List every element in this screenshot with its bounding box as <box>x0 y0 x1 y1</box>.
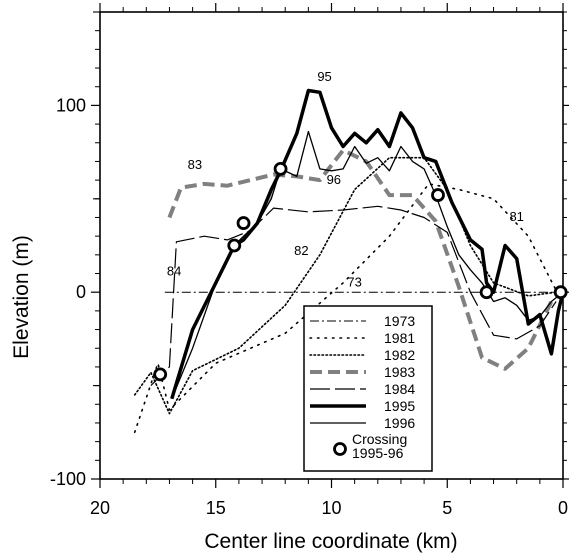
legend-label-1984: 1984 <box>384 381 415 397</box>
annotation-96: 96 <box>327 172 341 187</box>
y-tick-label: 0 <box>76 282 86 302</box>
series-line-1995 <box>170 88 565 400</box>
annotation-81: 81 <box>509 209 523 224</box>
legend-label-1995: 1995 <box>384 398 415 414</box>
crossing-marker <box>479 285 494 300</box>
annotation-82: 82 <box>294 243 308 258</box>
legend-crossing-marker <box>333 442 347 456</box>
legend-label-crossing: Crossing <box>352 431 407 447</box>
series-line-1982 <box>133 156 557 415</box>
series-line-1983 <box>167 148 554 371</box>
y-axis-title: Elevation (m) <box>10 235 33 359</box>
annotation-84: 84 <box>167 263 181 278</box>
x-tick-label: 15 <box>206 498 226 518</box>
x-tick-label: 0 <box>558 498 568 518</box>
annotation-73: 73 <box>347 275 361 290</box>
crossing-marker <box>553 285 568 300</box>
annotation-95: 95 <box>317 69 331 84</box>
x-tick-label: 5 <box>442 498 452 518</box>
series-line-1981 <box>133 183 557 434</box>
legend-label-crossing-years: 1995-96 <box>352 445 404 461</box>
legend-label-1983: 1983 <box>384 364 415 380</box>
legend-label-1996: 1996 <box>384 415 415 431</box>
crossing-marker <box>153 367 168 382</box>
legend-label-1982: 1982 <box>384 347 415 363</box>
y-tick-label: 100 <box>56 95 86 115</box>
legend-label-1973: 1973 <box>384 313 415 329</box>
series-line-1996 <box>171 130 564 399</box>
x-tick-label: 10 <box>321 498 341 518</box>
crossing-marker <box>227 238 242 253</box>
crossing-marker <box>236 216 251 230</box>
annotation-83: 83 <box>188 157 202 172</box>
crossing-marker <box>273 162 288 176</box>
series-line-1984 <box>150 205 557 387</box>
x-tick-label: 20 <box>90 498 110 518</box>
y-tick-label: -100 <box>50 469 86 489</box>
legend-label-1981: 1981 <box>384 330 415 346</box>
x-axis-title: Center line coordinate (km) <box>204 530 457 553</box>
crossing-marker <box>431 188 445 202</box>
